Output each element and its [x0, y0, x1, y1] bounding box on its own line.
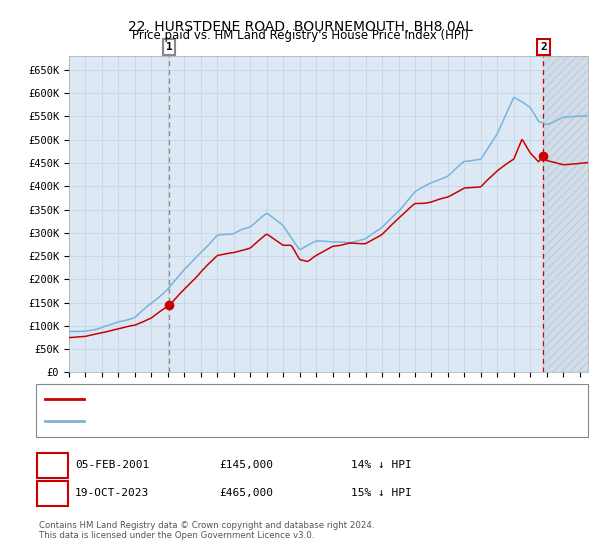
Text: 05-FEB-2001: 05-FEB-2001	[75, 460, 149, 470]
Text: Contains HM Land Registry data © Crown copyright and database right 2024.: Contains HM Land Registry data © Crown c…	[39, 521, 374, 530]
Text: 1: 1	[166, 42, 173, 52]
Text: 15% ↓ HPI: 15% ↓ HPI	[351, 488, 412, 498]
Text: 22, HURSTDENE ROAD, BOURNEMOUTH, BH8 0AL: 22, HURSTDENE ROAD, BOURNEMOUTH, BH8 0AL	[128, 20, 472, 34]
Text: This data is licensed under the Open Government Licence v3.0.: This data is licensed under the Open Gov…	[39, 531, 314, 540]
Text: 2: 2	[49, 487, 56, 500]
Text: 22, HURSTDENE ROAD, BOURNEMOUTH, BH8 0AL (detached house): 22, HURSTDENE ROAD, BOURNEMOUTH, BH8 0AL…	[90, 394, 425, 404]
Text: 1: 1	[49, 459, 56, 472]
Text: Price paid vs. HM Land Registry's House Price Index (HPI): Price paid vs. HM Land Registry's House …	[131, 29, 469, 42]
Text: £465,000: £465,000	[219, 488, 273, 498]
Text: 19-OCT-2023: 19-OCT-2023	[75, 488, 149, 498]
Text: HPI: Average price, detached house, Bournemouth Christchurch and Poole: HPI: Average price, detached house, Bour…	[90, 416, 501, 426]
Text: 2: 2	[540, 42, 547, 52]
Text: 14% ↓ HPI: 14% ↓ HPI	[351, 460, 412, 470]
Bar	[544, 56, 588, 372]
Text: £145,000: £145,000	[219, 460, 273, 470]
